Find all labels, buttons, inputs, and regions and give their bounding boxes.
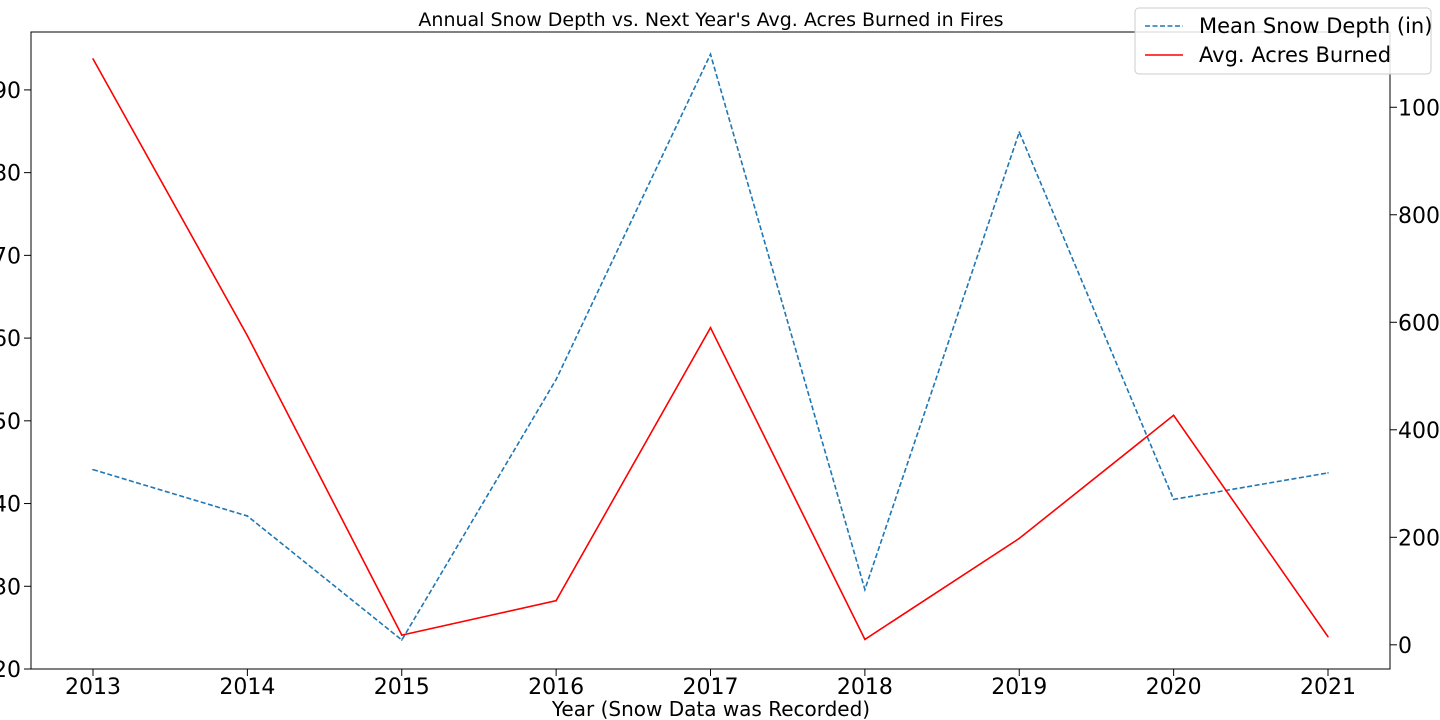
- data-point: [1327, 472, 1329, 474]
- legend-label: Mean Snow Depth (in): [1199, 14, 1432, 38]
- data-point: [709, 53, 712, 56]
- data-point: [864, 638, 866, 641]
- data-point: [1172, 414, 1175, 417]
- left-tick-label: 40: [0, 493, 21, 518]
- data-point: [864, 588, 866, 591]
- series-layer: [92, 52, 1329, 642]
- left-tick-label: 20: [0, 658, 21, 683]
- data-point: [555, 599, 557, 602]
- left-tick-label: 80: [0, 162, 21, 187]
- data-point: [400, 634, 403, 636]
- x-tick-label: 2020: [1146, 675, 1202, 700]
- x-axis: 2013 2014 2015 2016 2017 2018 2019 2020 2021: [65, 669, 1356, 700]
- left-tick-label: 60: [0, 327, 21, 352]
- x-axis-label: Year (Snow Data was Recorded): [551, 697, 870, 720]
- left-tick-label: 50: [0, 410, 21, 435]
- right-tick-label: 6000: [1398, 311, 1440, 336]
- data-point: [92, 58, 94, 60]
- data-point: [1018, 131, 1021, 133]
- series-line-acres-burned: [92, 58, 1329, 641]
- right-tick-label: 10000: [1398, 96, 1440, 121]
- legend-box: [1134, 7, 1432, 75]
- data-point: [400, 639, 403, 641]
- data-point: [246, 334, 249, 337]
- left-tick-label: 30: [0, 575, 21, 600]
- right-tick-label: 4000: [1398, 419, 1440, 444]
- legend-label: Avg. Acres Burned: [1199, 43, 1391, 67]
- x-tick-label: 2013: [65, 675, 121, 700]
- data-point: [555, 378, 557, 381]
- data-point: [1018, 537, 1021, 540]
- x-tick-label: 2015: [374, 675, 430, 700]
- right-tick-label: 2000: [1398, 526, 1440, 551]
- data-point: [709, 326, 712, 329]
- x-tick-label: 2014: [219, 675, 275, 700]
- data-point: [1172, 498, 1175, 501]
- legend: Mean Snow Depth (in) Avg. Acres Burned: [1134, 7, 1432, 75]
- x-tick-label: 2021: [1300, 675, 1356, 700]
- x-tick-label: 2018: [837, 675, 893, 700]
- data-point: [92, 468, 94, 471]
- x-tick-label: 2016: [528, 675, 584, 700]
- left-axis: 20 30 40 50 60 70 80 90: [0, 79, 31, 683]
- x-tick-label: 2019: [991, 675, 1047, 700]
- data-point: [1327, 635, 1329, 638]
- right-tick-label: 0: [1398, 634, 1412, 659]
- right-axis: 0 2000 4000 6000 8000 10000: [1390, 96, 1440, 659]
- x-tick-label: 2017: [683, 675, 739, 700]
- left-tick-label: 90: [0, 79, 21, 104]
- series-line-snow-depth: [92, 52, 1329, 642]
- chart-title: Annual Snow Depth vs. Next Year's Avg. A…: [418, 9, 1003, 31]
- right-tick-label: 8000: [1398, 204, 1440, 229]
- left-tick-label: 70: [0, 244, 21, 269]
- plot-frame: [30, 31, 1391, 670]
- data-point: [246, 515, 249, 517]
